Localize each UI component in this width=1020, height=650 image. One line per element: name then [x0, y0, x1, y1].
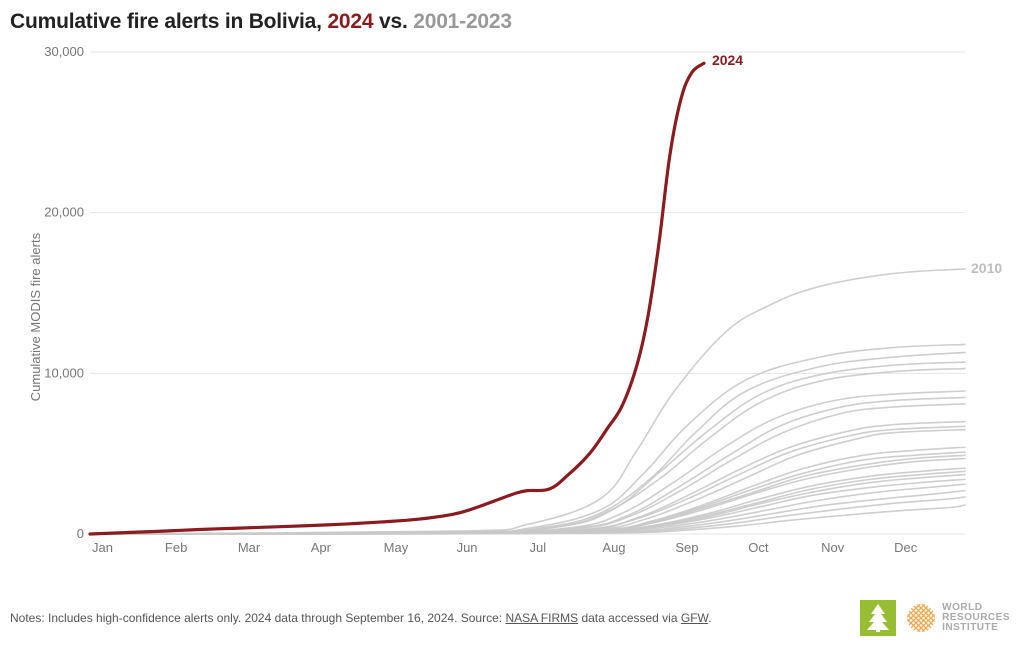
- title-range: 2001-2023: [413, 10, 512, 33]
- chart-frame: Cumulative fire alerts in Bolivia, 2024 …: [0, 0, 1020, 650]
- historical-series: [90, 452, 965, 534]
- x-tick-label: Aug: [602, 540, 625, 555]
- historical-series: [90, 455, 965, 534]
- title-highlight: 2024: [327, 10, 373, 33]
- main-series-label: 2024: [712, 52, 743, 68]
- tree-icon: [867, 604, 889, 632]
- footer-prefix: Notes: Includes high-confidence alerts o…: [10, 611, 505, 625]
- x-tick-label: Jun: [457, 540, 478, 555]
- chart-area: 0 10,000 20,000 30,000 Jan Feb Mar Apr May Jun Jul…: [10, 34, 1010, 574]
- x-tick-label: Oct: [748, 540, 769, 555]
- historical-series: [90, 426, 965, 534]
- x-tick-label: May: [384, 540, 409, 555]
- footer-logos: WORLD RESOURCES INSTITUTE: [860, 600, 1010, 636]
- x-tick-label: Nov: [821, 540, 845, 555]
- chart-footer: Notes: Includes high-confidence alerts o…: [10, 600, 1010, 636]
- x-tick-label: Mar: [238, 540, 261, 555]
- series-end-label: 2010: [971, 260, 1002, 276]
- main-series-2024: [90, 63, 704, 534]
- x-tick-label: Feb: [165, 540, 187, 555]
- chart-title: Cumulative fire alerts in Bolivia, 2024 …: [10, 10, 1010, 34]
- x-tick-label: Jul: [530, 540, 547, 555]
- footer-link-nasa[interactable]: NASA FIRMS: [505, 611, 578, 625]
- footer-link-gfw[interactable]: GFW: [681, 611, 708, 625]
- x-tick-label: Sep: [675, 540, 698, 555]
- y-tick-label: 30,000: [44, 44, 84, 59]
- wri-icon: [906, 603, 936, 633]
- historical-series: [90, 422, 965, 534]
- footer-notes: Notes: Includes high-confidence alerts o…: [10, 611, 712, 625]
- historical-series: [90, 404, 965, 534]
- wri-text: WORLD RESOURCES INSTITUTE: [942, 603, 1010, 633]
- footer-suffix: .: [708, 611, 711, 625]
- y-axis-title: Cumulative MODIS fire alerts: [28, 232, 43, 401]
- y-tick-label: 20,000: [44, 205, 84, 220]
- footer-mid: data accessed via: [578, 611, 681, 625]
- x-tick-label: Jan: [92, 540, 113, 555]
- line-chart-svg: 0 10,000 20,000 30,000 Jan Feb Mar Apr May Jun Jul…: [10, 34, 1010, 574]
- title-prefix: Cumulative fire alerts in Bolivia,: [10, 10, 327, 33]
- historical-series: [90, 352, 965, 534]
- gfw-logo: [860, 600, 896, 636]
- wri-line3: INSTITUTE: [942, 623, 1010, 633]
- historical-series: [90, 362, 965, 534]
- wri-logo: WORLD RESOURCES INSTITUTE: [906, 603, 1010, 633]
- x-tick-label: Apr: [311, 540, 332, 555]
- historical-series: [90, 391, 965, 534]
- y-tick-label: 0: [77, 526, 84, 541]
- title-mid: vs.: [373, 10, 413, 33]
- y-tick-label: 10,000: [44, 365, 84, 380]
- x-tick-label: Dec: [894, 540, 918, 555]
